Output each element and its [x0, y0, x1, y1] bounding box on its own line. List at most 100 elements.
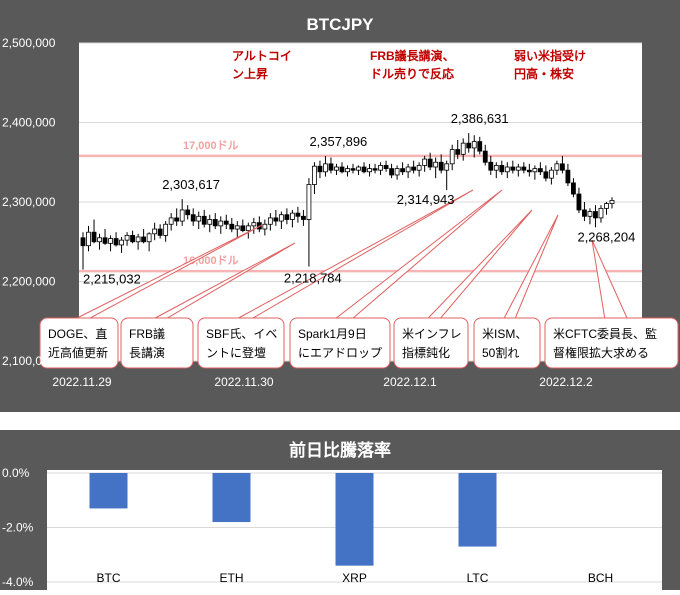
candle-up [306, 184, 312, 220]
y-tick-label: 2,100,000 [2, 354, 56, 368]
candle-up [86, 231, 91, 247]
candle-down [400, 168, 406, 173]
candle-down [482, 150, 488, 163]
candle-up [449, 149, 455, 165]
bar-category-label: BTC [97, 571, 121, 585]
candle-down [339, 166, 345, 173]
callout-box [473, 317, 541, 369]
callout-box [289, 317, 391, 369]
candle-up [267, 217, 273, 225]
candle-up [515, 166, 521, 171]
candle-down [80, 237, 86, 247]
event-note: ドル売りで反応 [370, 66, 454, 81]
candle-down [576, 193, 582, 211]
bar-chart-title: 前日比騰落率 [289, 440, 391, 460]
candle-up [609, 200, 615, 204]
callout-text: 指標鈍化 [402, 345, 450, 360]
x-tick-label: 2022.11.30 [214, 375, 273, 389]
candle-up [416, 165, 422, 171]
price-label: 2,314,943 [397, 192, 455, 207]
candle-down [113, 238, 119, 246]
candle-down [284, 214, 290, 220]
candle-down [229, 223, 235, 230]
candle-down [571, 182, 576, 195]
event-note: 円高・株安 [514, 66, 574, 81]
candle-down [521, 166, 527, 171]
x-tick-label: 2022.12.2 [539, 375, 593, 389]
callout-box [39, 317, 119, 369]
candle-down [273, 217, 279, 222]
candle-up [444, 163, 450, 171]
bar-y-tick-label: -4.0% [2, 575, 34, 589]
candle-down [510, 166, 516, 171]
candle-down [317, 165, 323, 173]
candle-up [163, 223, 169, 236]
candle-down [328, 163, 334, 171]
candle-down [383, 165, 389, 170]
candle-down [499, 165, 505, 173]
candle-down [157, 228, 163, 236]
candle-down [543, 171, 549, 179]
callout-text: 米ISM、 [482, 327, 527, 341]
callout-text: 長講演 [129, 345, 165, 360]
candle-down [130, 234, 135, 243]
candle-up [245, 225, 251, 232]
candle-up [196, 215, 202, 222]
candle-down [477, 141, 483, 152]
price-label: 2,268,204 [577, 229, 635, 244]
candle-down [141, 236, 147, 243]
candle-down [565, 169, 571, 184]
bar-btc [89, 473, 128, 509]
candle-up [433, 161, 439, 168]
y-tick-label: 2,200,000 [2, 275, 56, 289]
candle-up [422, 158, 428, 166]
chart-title: BTCJPY [306, 15, 374, 34]
candle-down [102, 237, 108, 244]
candle-up [97, 237, 102, 243]
candle-up [532, 168, 538, 173]
event-note: ン上昇 [232, 66, 268, 81]
change-rate-chart-panel: 前日比騰落率 0.0% -2.0% -4.0% BTC ETH XRP LTC BCH [0, 430, 680, 590]
candle-down [301, 215, 306, 220]
x-tick-label: 2022.11.29 [52, 375, 111, 389]
bar-eth [212, 473, 251, 523]
candle-up [554, 163, 560, 171]
callout-text: 50割れ [482, 345, 519, 360]
bar-y-tick-label: 0.0% [2, 466, 30, 480]
bar-xrp [335, 473, 374, 566]
event-note: 弱い米指受け [514, 48, 586, 63]
candle-down [526, 169, 532, 173]
y-tick-label: 2,500,000 [2, 36, 56, 50]
callout-text: SBF氏、イベ [206, 327, 277, 341]
bar-ltc [458, 473, 497, 547]
candle-down [174, 217, 180, 222]
candle-up [598, 207, 604, 219]
candle-up [179, 209, 185, 222]
candle-up [604, 203, 609, 209]
event-note: アルトコイ [232, 49, 292, 63]
candlestick-chart-panel: BTCJPY 17,000ドル 16,000ドル 2,215,032 2,303,6… [0, 0, 680, 412]
candle-down [361, 166, 367, 173]
bar-y-tick-label: -2.0% [2, 521, 34, 535]
candle-up [460, 142, 466, 155]
candle-up [146, 233, 152, 243]
callout-box [544, 317, 679, 369]
candle-up [135, 236, 141, 243]
event-note: FRB議長講演、 [370, 48, 455, 63]
callout-text: FRB議 [129, 327, 165, 341]
bar-category-label: ETH [220, 571, 244, 585]
bar-category-label: XRP [342, 571, 367, 585]
candle-up [152, 228, 158, 235]
candle-up [587, 211, 593, 217]
candle-down [560, 163, 565, 171]
candle-down [427, 158, 433, 168]
candle-up [108, 238, 113, 244]
candle-up [168, 217, 174, 225]
candle-down [212, 219, 218, 227]
candle-down [201, 215, 207, 225]
callout-text: 督権限拡大求める [553, 345, 649, 360]
candle-down [537, 168, 543, 173]
price-label: 2,218,784 [284, 271, 342, 286]
candle-down [295, 212, 301, 217]
bar-category-label: LTC [467, 571, 489, 585]
